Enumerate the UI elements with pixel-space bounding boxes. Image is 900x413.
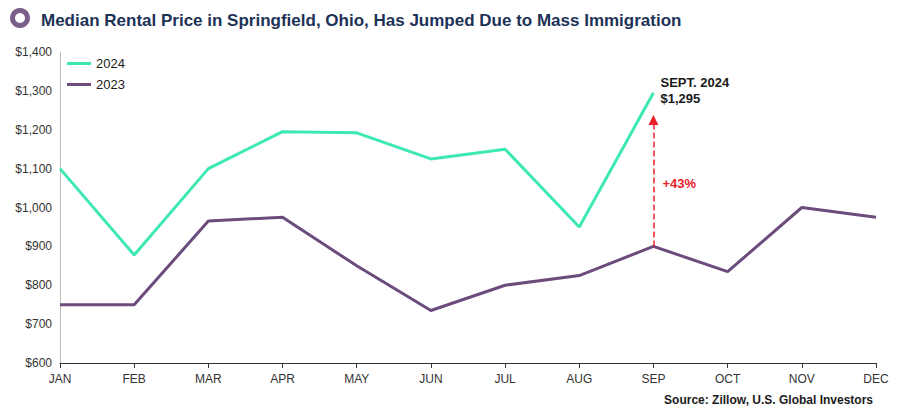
svg-text:Source: Zillow, U.S. Global In: Source: Zillow, U.S. Global Investors [664, 393, 873, 407]
svg-text:APR: APR [270, 372, 295, 386]
svg-text:SEP: SEP [641, 372, 665, 386]
svg-text:$1,295: $1,295 [660, 91, 700, 106]
svg-text:NOV: NOV [789, 372, 815, 386]
svg-text:DEC: DEC [863, 372, 889, 386]
svg-text:MAY: MAY [344, 372, 369, 386]
svg-text:MAR: MAR [195, 372, 222, 386]
svg-text:JUL: JUL [494, 372, 516, 386]
svg-text:Median Rental Price in Springf: Median Rental Price in Springfield, Ohio… [41, 11, 681, 30]
svg-text:JUN: JUN [419, 372, 442, 386]
svg-text:2024: 2024 [96, 56, 125, 71]
svg-text:$700: $700 [25, 317, 52, 331]
svg-text:$600: $600 [25, 356, 52, 370]
svg-text:$1,000: $1,000 [15, 201, 52, 215]
svg-text:2023: 2023 [96, 77, 125, 92]
svg-text:$1,100: $1,100 [15, 162, 52, 176]
svg-text:$1,300: $1,300 [15, 84, 52, 98]
svg-text:$800: $800 [25, 278, 52, 292]
svg-text:SEPT. 2024: SEPT. 2024 [660, 75, 729, 90]
svg-text:OCT: OCT [715, 372, 741, 386]
svg-text:$900: $900 [25, 239, 52, 253]
svg-text:$1,200: $1,200 [15, 123, 52, 137]
svg-text:AUG: AUG [566, 372, 592, 386]
svg-text:FEB: FEB [123, 372, 146, 386]
svg-text:JAN: JAN [49, 372, 72, 386]
svg-text:+43%: +43% [662, 176, 696, 191]
svg-text:$1,400: $1,400 [15, 45, 52, 59]
